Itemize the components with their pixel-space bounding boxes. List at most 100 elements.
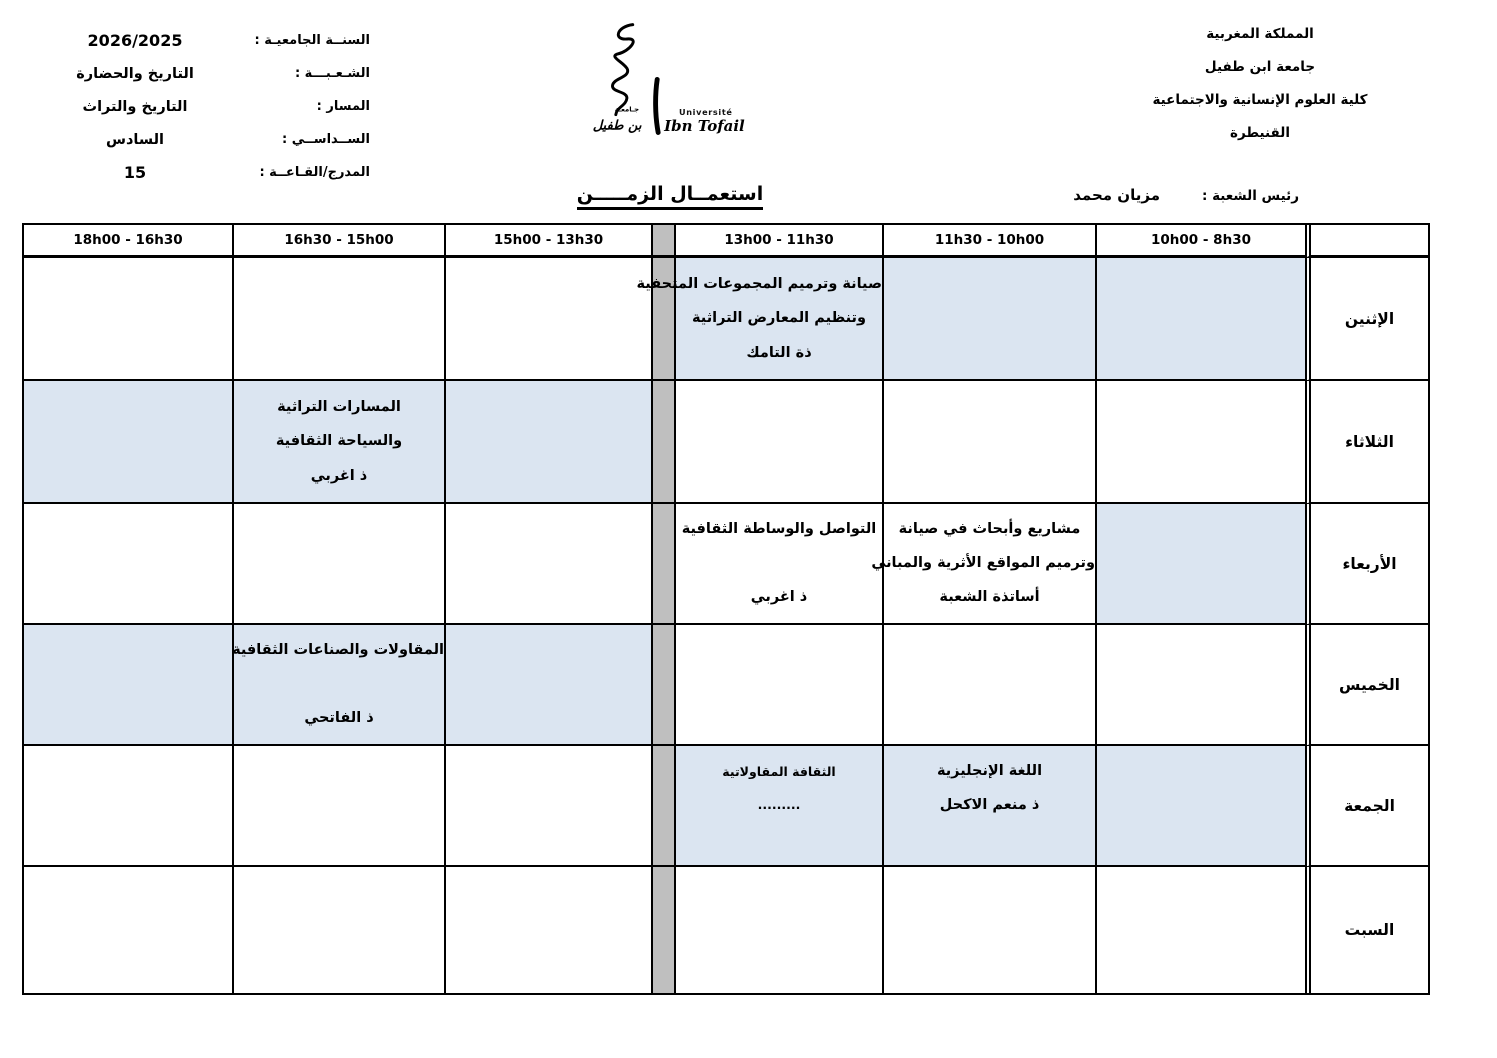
cell-line: ذ اغربي — [310, 467, 368, 484]
timetable-cell-الإثنين-16h30-15h00 — [234, 258, 446, 381]
day-label-الإثنين: الإثنين — [1305, 258, 1428, 381]
day-label-الثلاثاء: الثلاثاء — [1305, 381, 1428, 504]
day-label-الخميس: الخميس — [1305, 625, 1428, 746]
time-header-15h00-13h30: 15h00 - 13h30 — [446, 225, 653, 258]
room-label: المدرج/القـاعــة : — [259, 165, 370, 180]
academic-year-label: السنــة الجامعيـة : — [254, 33, 370, 48]
track-label: المسار : — [316, 99, 370, 114]
timetable-cell-الثلاثاء-13h00-11h30 — [676, 381, 884, 504]
timetable-cell-الأربعاء-18h00-16h30 — [24, 504, 234, 625]
semester-label: الســداســي : — [282, 132, 370, 147]
timetable-cell-الإثنين-13h00-11h30: صيانة وترميم المجموعات المتحفية وتنظيم ال… — [636, 258, 884, 381]
timetable-cell-الإثنين-18h00-16h30 — [24, 258, 234, 381]
cell-line: ذ منعم الاكحل — [939, 797, 1040, 814]
timetable-cell-الجمعة-13h00-11h30: الثقافة المقاولاتية......... — [676, 746, 884, 867]
time-header-10h00-8h30: 10h00 - 8h30 — [1097, 225, 1305, 258]
svg-text:بن طفيل: بن طفيل — [593, 119, 642, 134]
cell-line — [676, 555, 882, 572]
cell-line: اللغة الإنجليزية — [936, 763, 1043, 780]
timetable-cell-الجمعة-11h30-10h00: اللغة الإنجليزية ذ منعم الاكحل — [884, 746, 1097, 867]
ibn-tofail-logo-icon: جـامعـة بن طفيل Université Ibn Tofail — [593, 23, 745, 135]
cell-line: ......... — [757, 797, 801, 813]
academic-year-value: 2026/2025 — [87, 31, 183, 50]
info-row-room: 15 المدرج/القـاعــة : — [35, 156, 370, 189]
page-title-wrap: استعمــال الزمـــــن — [550, 183, 790, 210]
separator-column-header — [653, 225, 676, 258]
timetable-cell-الثلاثاء-10h00-8h30 — [1097, 381, 1305, 504]
time-header-13h00-11h30: 13h00 - 11h30 — [676, 225, 884, 258]
cell-line: التواصل والوساطة الثقافية — [681, 521, 877, 538]
cell-line: مشاريع وأبحاث في صيانة — [898, 521, 1081, 538]
timetable-cell-الإثنين-15h00-13h30 — [446, 258, 653, 381]
timetable-cell-الثلاثاء-16h30-15h00: المسارات التراثية والسياحة الثقافية ذ اغرب… — [234, 381, 446, 504]
time-header-16h30-15h00: 16h30 - 15h00 — [234, 225, 446, 258]
time-header-11h30-10h00: 11h30 - 10h00 — [884, 225, 1097, 258]
timetable-cell-الجمعة-15h00-13h30 — [446, 746, 653, 867]
separator-column-cell — [653, 258, 676, 381]
room-value: 15 — [123, 163, 147, 182]
separator-column-cell — [653, 867, 676, 993]
university-line: جامعة ابن طفيل — [1204, 59, 1316, 75]
department-head-line: رئيس الشعبة : مزيان محمد — [1073, 186, 1299, 204]
city-line: القنيطرة — [1230, 125, 1290, 141]
separator-column-cell — [653, 625, 676, 746]
cell-line — [676, 832, 882, 846]
branch-value: التاريخ والحضارة — [76, 65, 194, 82]
timetable-cell-الجمعة-10h00-8h30 — [1097, 746, 1305, 867]
semester-value: السادس — [105, 131, 165, 148]
cell-line: أساتذة الشعبة — [939, 589, 1040, 606]
separator-column-cell — [653, 504, 676, 625]
cell-line: المسارات التراثية — [277, 398, 401, 415]
info-row-track: التاريخ والتراث المسار : — [35, 90, 371, 123]
cell-line: ذة التامك — [746, 344, 812, 361]
track-value: التاريخ والتراث — [82, 98, 188, 115]
info-block: 2026/2025 السنــة الجامعيـة : التاريخ وا… — [35, 24, 370, 189]
timetable-cell-السبت-18h00-16h30 — [24, 867, 234, 993]
cell-line: المقاولات والصناعات الثقافية — [232, 642, 444, 659]
info-row-academic-year: 2026/2025 السنــة الجامعيـة : — [35, 24, 370, 57]
svg-text:Ibn Tofail: Ibn Tofail — [663, 117, 745, 135]
cell-line: صيانة وترميم المجموعات المتحفية — [636, 275, 882, 292]
separator-column-cell — [653, 746, 676, 867]
cell-line: ذ الفاتحي — [304, 710, 374, 727]
cell-line: وتنظيم المعارض التراثية — [692, 310, 866, 327]
info-row-branch: التاريخ والحضارة الشـعـبـــة : — [35, 57, 370, 90]
university-logo: جـامعـة بن طفيل Université Ibn Tofail — [578, 20, 754, 155]
timetable-cell-الإثنين-10h00-8h30 — [1097, 258, 1305, 381]
timetable-cell-الخميس-15h00-13h30 — [446, 625, 653, 746]
timetable-cell-الخميس-13h00-11h30 — [676, 625, 884, 746]
timetable-cell-الخميس-11h30-10h00 — [884, 625, 1097, 746]
cell-line: والسياحة الثقافية — [275, 433, 403, 450]
timetable-cell-الخميس-10h00-8h30 — [1097, 625, 1305, 746]
cell-line — [234, 676, 444, 693]
day-label-الأربعاء: الأربعاء — [1305, 504, 1428, 625]
cell-line — [884, 831, 1095, 848]
day-label-الجمعة: الجمعة — [1305, 746, 1428, 867]
timetable-cell-الجمعة-16h30-15h00 — [234, 746, 446, 867]
department-head-label: رئيس الشعبة : — [1202, 188, 1299, 204]
ministry-header: المملكة المغربية جامعة ابن طفيل كلية الع… — [1085, 18, 1435, 150]
cell-line: وترميم المواقع الأثرية والمباني — [871, 555, 1095, 572]
svg-text:جـامعـة: جـامعـة — [615, 105, 639, 113]
timetable-cell-الأربعاء-11h30-10h00: مشاريع وأبحاث في صيانة وترميم المواقع الأ… — [871, 504, 1097, 625]
timetable-cell-الأربعاء-15h00-13h30 — [446, 504, 653, 625]
timetable-cell-الثلاثاء-15h00-13h30 — [446, 381, 653, 504]
timetable-cell-السبت-11h30-10h00 — [884, 867, 1097, 993]
timetable-cell-الخميس-18h00-16h30 — [24, 625, 234, 746]
timetable-cell-السبت-15h00-13h30 — [446, 867, 653, 993]
timetable-cell-السبت-13h00-11h30 — [676, 867, 884, 993]
faculty-line: كلية العلوم الإنسانية والاجتماعية — [1152, 92, 1368, 108]
timetable-cell-الثلاثاء-18h00-16h30 — [24, 381, 234, 504]
day-column-header-empty — [1305, 225, 1428, 258]
timetable-cell-السبت-16h30-15h00 — [234, 867, 446, 993]
svg-text:Université: Université — [679, 107, 733, 117]
timetable-cell-الثلاثاء-11h30-10h00 — [884, 381, 1097, 504]
day-label-السبت: السبت — [1305, 867, 1428, 993]
department-head-name: مزيان محمد — [1073, 186, 1160, 204]
page-title: استعمــال الزمـــــن — [576, 183, 764, 210]
timetable-cell-السبت-10h00-8h30 — [1097, 867, 1305, 993]
cell-line: ذ اغربي — [750, 589, 808, 606]
time-header-18h00-16h30: 18h00 - 16h30 — [24, 225, 234, 258]
timetable-cell-الإثنين-11h30-10h00 — [884, 258, 1097, 381]
